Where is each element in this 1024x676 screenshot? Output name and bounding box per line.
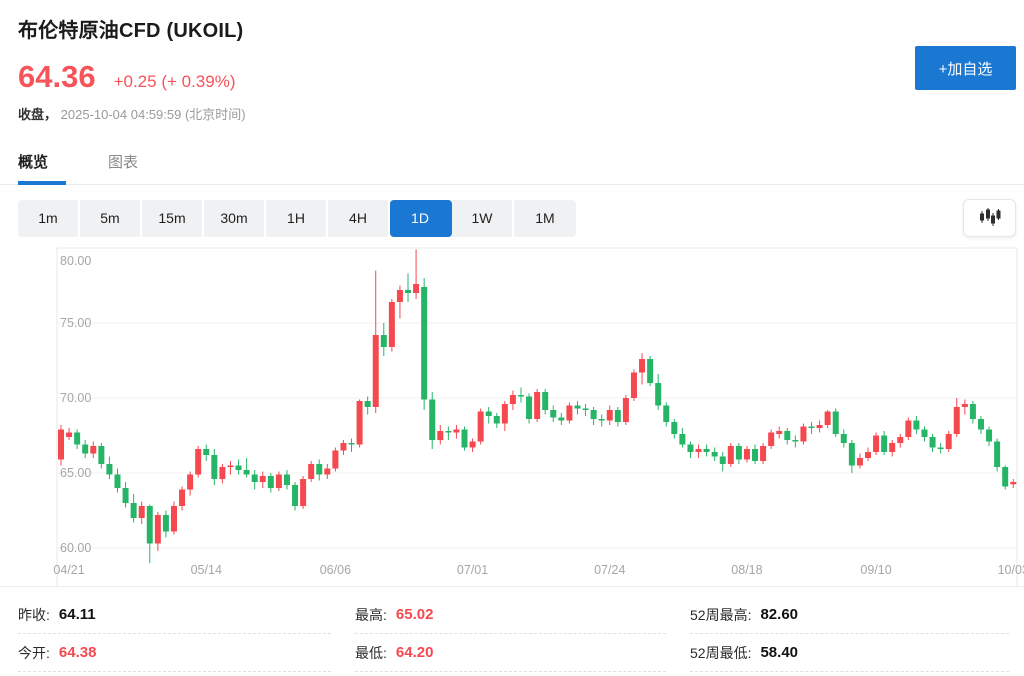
quote-stats: 昨收: 64.11 今开: 64.38 最高: 65.02 最低: 64.20 … [0, 587, 1024, 672]
timeframe-30m[interactable]: 30m [204, 199, 266, 237]
timeframe-1h[interactable]: 1H [266, 199, 328, 237]
svg-text:07/01: 07/01 [457, 563, 488, 577]
svg-text:07/24: 07/24 [594, 563, 625, 577]
svg-text:06/06: 06/06 [320, 563, 351, 577]
chart-toolbar: 1m 5m 15m 30m 1H 4H 1D 1W 1M [18, 199, 1016, 237]
svg-text:75.00: 75.00 [60, 316, 91, 330]
last-price: 64.36 [18, 59, 96, 94]
tab-overview[interactable]: 概览 [18, 145, 66, 185]
svg-text:09/10: 09/10 [860, 563, 891, 577]
timeframe-1w[interactable]: 1W [452, 199, 514, 237]
timeframe-group: 1m 5m 15m 30m 1H 4H 1D 1W 1M [18, 199, 576, 237]
stat-label: 最低: [355, 644, 387, 661]
candlestick-chart[interactable]: 80.00 75.00 70.00 65.00 60.00 04/21 05/14 06/06… [0, 247, 1024, 587]
stat-label: 52周最高: [690, 606, 752, 623]
quote-header: 布伦特原油CFD (UKOIL) 64.36 +0.25 (+ 0.39%) 收… [0, 0, 1024, 123]
price-change: +0.25 (+ 0.39%) [113, 72, 236, 91]
stat-label: 最高: [355, 606, 387, 623]
tab-bar: 概览 图表 [0, 145, 1024, 185]
stat-high: 最高: 65.02 [355, 596, 666, 634]
stat-value: 64.38 [58, 644, 97, 661]
svg-text:80.00: 80.00 [60, 254, 91, 268]
stat-value: 82.60 [760, 606, 799, 623]
svg-text:65.00: 65.00 [60, 466, 91, 480]
stat-label: 昨收: [18, 606, 50, 623]
stat-label: 今开: [18, 644, 50, 661]
svg-text:60.00: 60.00 [60, 541, 91, 555]
stat-low: 最低: 64.20 [355, 634, 666, 672]
kline-svg: 80.00 75.00 70.00 65.00 60.00 04/21 05/14 06/06… [0, 247, 1024, 587]
stat-label: 52周最低: [690, 644, 752, 661]
stat-value: 65.02 [395, 606, 434, 623]
quote-timestamp: 2025-10-04 04:59:59 (北京时间) [60, 107, 246, 122]
stat-52w-low: 52周最低: 58.40 [690, 634, 1009, 672]
page-title: 布伦特原油CFD (UKOIL) [18, 20, 244, 42]
candlestick-chart-icon [978, 207, 1002, 230]
stat-open: 今开: 64.38 [18, 634, 331, 672]
stat-52w-high: 52周最高: 82.60 [690, 596, 1009, 634]
svg-text:70.00: 70.00 [60, 391, 91, 405]
stat-value: 58.40 [760, 644, 799, 661]
stat-value: 64.11 [58, 606, 96, 623]
timeframe-1m-month[interactable]: 1M [514, 200, 576, 237]
svg-text:10/03: 10/03 [998, 563, 1024, 577]
tab-chart[interactable]: 图表 [108, 145, 156, 184]
timeframe-4h[interactable]: 4H [328, 199, 390, 237]
stat-value: 64.20 [395, 644, 434, 661]
add-watchlist-button[interactable]: +加自选 [915, 46, 1016, 90]
market-status-label: 收盘， [18, 107, 58, 122]
svg-text:05/14: 05/14 [191, 563, 222, 577]
chart-type-button[interactable] [963, 199, 1016, 237]
timeframe-1d[interactable]: 1D [390, 199, 452, 237]
svg-text:08/18: 08/18 [731, 563, 762, 577]
timeframe-15m[interactable]: 15m [142, 199, 204, 237]
stat-prev-close: 昨收: 64.11 [18, 596, 331, 634]
svg-text:04/21: 04/21 [53, 563, 84, 577]
timeframe-5m[interactable]: 5m [80, 199, 142, 237]
timeframe-1m[interactable]: 1m [18, 199, 80, 237]
